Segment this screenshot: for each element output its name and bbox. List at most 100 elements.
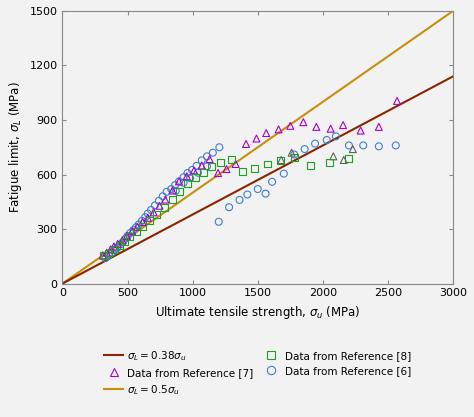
Point [327, 126, 335, 132]
X-axis label: Ultimate tensile strength, $\sigma_u$ (MPa): Ultimate tensile strength, $\sigma_u$ (M… [155, 304, 361, 321]
Point [162, 196, 169, 203]
Point [262, 190, 269, 197]
Point [180, 179, 187, 186]
Point [113, 245, 121, 251]
Point [184, 170, 191, 176]
Point [291, 151, 298, 158]
Point [253, 135, 260, 142]
Point [268, 178, 276, 185]
Point [139, 219, 146, 226]
Point [215, 219, 222, 225]
Point [209, 149, 217, 156]
Point [167, 186, 175, 192]
Point [236, 197, 243, 203]
Point [242, 141, 250, 147]
Point [194, 169, 201, 176]
Point [132, 224, 140, 231]
Point [323, 137, 330, 143]
Point [133, 228, 140, 234]
Point [307, 163, 314, 169]
Point [277, 158, 284, 164]
Point [263, 130, 270, 136]
Point [134, 224, 141, 230]
Point [340, 157, 347, 163]
Point [339, 122, 347, 128]
Point [311, 140, 319, 147]
Point [163, 188, 171, 195]
Point [110, 243, 118, 250]
Point [312, 123, 320, 130]
Point [300, 119, 307, 126]
Point [244, 191, 251, 198]
Point [332, 133, 340, 140]
Point [99, 252, 107, 259]
Point [239, 168, 246, 175]
Point [203, 163, 211, 170]
Point [147, 206, 155, 213]
Point [153, 211, 160, 218]
Point [100, 253, 107, 259]
Point [127, 230, 134, 236]
Point [130, 226, 137, 233]
Point [359, 142, 367, 149]
Point [264, 161, 271, 167]
Point [151, 202, 159, 209]
Point [117, 241, 124, 248]
Point [291, 154, 299, 161]
Point [184, 181, 191, 187]
Point [225, 204, 233, 211]
Point [329, 153, 337, 160]
Point [139, 223, 146, 230]
Point [114, 241, 122, 247]
Point [176, 188, 184, 195]
Point [277, 157, 285, 163]
Point [180, 174, 187, 181]
Point [326, 159, 333, 166]
Point [232, 161, 239, 167]
Point [186, 175, 194, 181]
Point [155, 202, 163, 209]
Point [192, 174, 200, 181]
Point [169, 187, 176, 194]
Point [393, 98, 401, 104]
Point [118, 237, 126, 244]
Point [145, 218, 153, 224]
Point [208, 163, 215, 170]
Point [111, 246, 118, 253]
Point [357, 127, 365, 134]
Point [216, 144, 223, 151]
Point [349, 146, 356, 152]
Point [190, 167, 198, 174]
Point [150, 209, 157, 216]
Point [193, 163, 201, 169]
Point [214, 170, 222, 176]
Point [119, 239, 127, 245]
Point [135, 221, 143, 228]
Point [101, 255, 109, 261]
Point [288, 149, 295, 156]
Point [375, 143, 383, 150]
Point [228, 156, 235, 162]
Point [138, 218, 146, 224]
Point [116, 242, 123, 249]
Point [280, 170, 288, 177]
Point [183, 173, 191, 180]
Point [203, 153, 211, 160]
Point [223, 166, 230, 172]
Point [122, 235, 129, 242]
Point [392, 142, 400, 149]
Point [123, 233, 131, 239]
Point [175, 178, 183, 185]
Point [345, 142, 353, 149]
Point [345, 155, 353, 161]
Point [161, 204, 168, 211]
Point [126, 233, 134, 240]
Point [301, 146, 309, 152]
Point [105, 252, 112, 259]
Point [159, 193, 166, 200]
Point [108, 249, 116, 256]
Point [200, 169, 207, 176]
Point [105, 250, 112, 256]
Point [251, 165, 258, 171]
Point [121, 238, 128, 245]
